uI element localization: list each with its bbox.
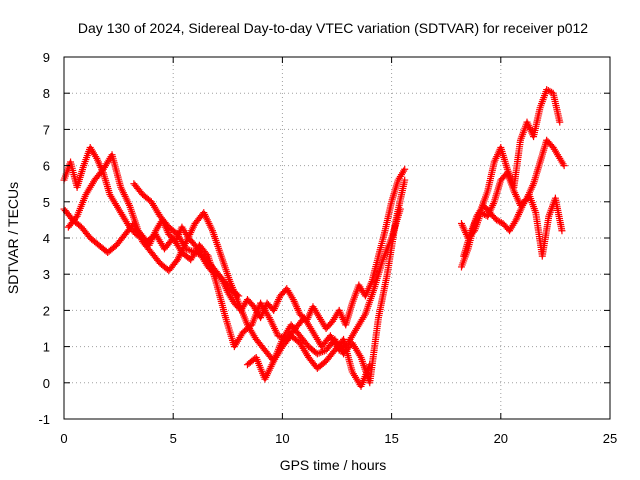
series-trace-b (60, 176, 409, 387)
data-point-marker (72, 214, 80, 222)
y-tick-label: 1 (43, 340, 50, 355)
x-tick-label: 15 (384, 431, 398, 446)
y-tick-label: 9 (43, 50, 50, 65)
x-tick-label: 10 (275, 431, 289, 446)
data-point-marker (396, 205, 404, 213)
y-axis-label: SDTVAR / TECUs (5, 182, 21, 294)
data-point-marker (401, 165, 409, 173)
data-point-marker (366, 361, 374, 369)
series-trace-h (460, 191, 566, 260)
data-point-marker (233, 291, 241, 299)
y-tick-label: 5 (43, 195, 50, 210)
y-tick-label: 7 (43, 122, 50, 137)
y-tick-label: 3 (43, 267, 50, 282)
chart-title: Day 130 of 2024, Sidereal Day-to-day VTE… (78, 20, 588, 36)
data-point-marker (235, 292, 243, 300)
series-trace-c (64, 151, 404, 354)
y-tick-label: 4 (43, 231, 50, 246)
y-tick-label: 8 (43, 86, 50, 101)
data-point-marker (560, 162, 568, 170)
data-layer (60, 86, 568, 390)
y-tick-label: 6 (43, 159, 50, 174)
x-tick-label: 25 (603, 431, 617, 446)
x-tick-label: 5 (170, 431, 177, 446)
x-tick-label: 0 (60, 431, 67, 446)
series-trace-d (130, 180, 243, 300)
y-tick-label: 2 (43, 303, 50, 318)
data-point-marker (401, 176, 409, 184)
data-point-marker (558, 227, 566, 235)
x-tick-label: 20 (494, 431, 508, 446)
series-trace-e (243, 332, 374, 390)
x-axis-label: GPS time / hours (280, 457, 387, 473)
tick-layer: 0 5 10 15 20 25 -1 0 1 2 3 4 5 6 7 8 9 (38, 50, 617, 446)
y-tick-label: -1 (38, 412, 50, 427)
data-point-marker (556, 118, 564, 126)
y-tick-label: 0 (43, 376, 50, 391)
